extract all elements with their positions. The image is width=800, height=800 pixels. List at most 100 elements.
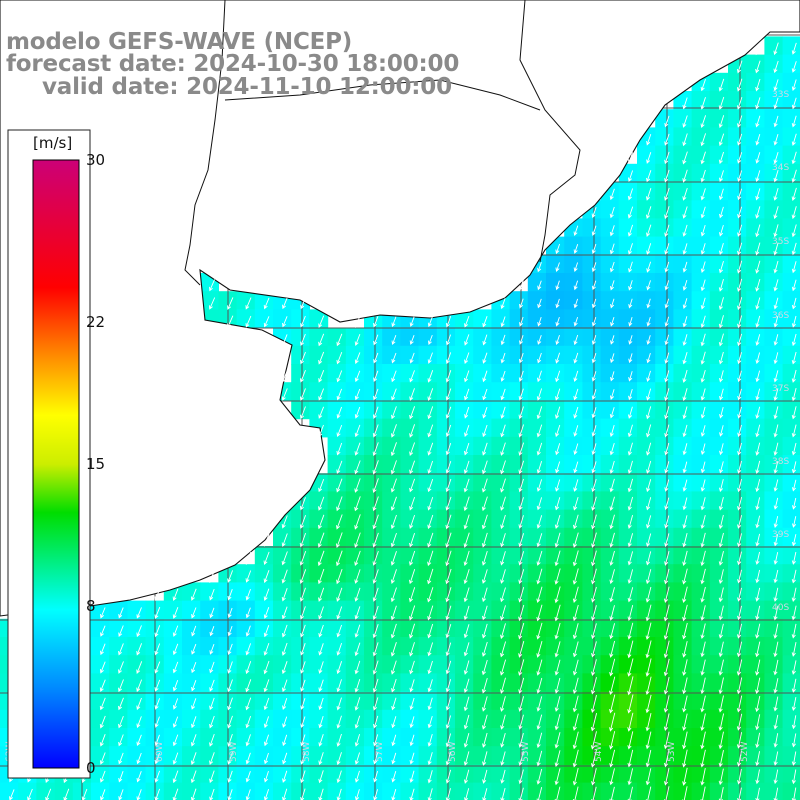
wind-arrow [627, 424, 633, 438]
wind-arrow [791, 551, 797, 565]
wind-arrow [646, 442, 652, 456]
wind-arrow [518, 622, 525, 640]
wind-arrow [136, 661, 143, 674]
wind-cell [418, 546, 438, 565]
wind-arrow [500, 714, 506, 730]
wind-cell [782, 491, 800, 511]
wind-arrow [755, 133, 761, 146]
wind-arrow [445, 587, 452, 603]
wind-arrow [737, 605, 742, 621]
wind-cell [509, 564, 529, 583]
wind-arrow [537, 352, 542, 364]
wind-cell [655, 254, 674, 274]
wind-cell [582, 345, 602, 365]
wind-arrow [682, 497, 688, 511]
wind-cell [236, 600, 256, 620]
wind-arrow [263, 551, 270, 565]
wind-arrow [318, 388, 325, 401]
wind-cell [709, 309, 729, 329]
wind-arrow [755, 623, 761, 639]
wind-arrow [627, 749, 634, 768]
wind-cell [400, 728, 420, 747]
wind-arrow [500, 769, 506, 784]
wind-arrow [281, 388, 288, 401]
wind-arrow [227, 643, 233, 655]
wind-arrow [573, 316, 579, 327]
wind-arrow [464, 788, 470, 800]
wind-cell [400, 345, 420, 365]
wind-arrow [227, 733, 233, 747]
wind-arrow [718, 188, 724, 201]
wind-cell [473, 600, 492, 620]
wind-arrow [682, 406, 688, 420]
wind-cell [364, 673, 383, 693]
wind-arrow [263, 789, 270, 800]
wind-arrow [737, 515, 743, 529]
wind-cell [364, 637, 383, 656]
wind-cell [473, 509, 492, 529]
wind-cell [600, 273, 620, 292]
wind-arrow [409, 335, 415, 345]
wind-arrow [554, 550, 561, 567]
wind-cell [236, 709, 256, 729]
wind-arrow [737, 333, 743, 347]
wind-arrow [682, 351, 688, 365]
wind-cell [546, 746, 565, 765]
wind-arrow [482, 788, 488, 800]
wind-cell [582, 527, 602, 547]
wind-cell [509, 364, 529, 383]
wind-cell [327, 637, 347, 656]
wind-cell [418, 764, 438, 784]
wind-cell [709, 273, 729, 292]
wind-cell [637, 691, 656, 711]
wind-cell [746, 473, 765, 492]
wind-arrow [755, 78, 761, 92]
wind-arrow [627, 768, 634, 786]
longitude-label: 55W [521, 742, 531, 762]
longitude-label: 53W [667, 742, 677, 762]
wind-arrow [664, 388, 670, 402]
wind-arrow [646, 170, 652, 183]
wind-arrow [372, 478, 379, 493]
wind-arrow [354, 514, 361, 530]
wind-cell [163, 637, 183, 656]
wind-arrow [555, 424, 561, 438]
wind-arrow [99, 697, 106, 711]
wind-arrow [500, 732, 506, 748]
wind-cell [764, 182, 784, 201]
wind-arrow [445, 697, 452, 711]
wind-arrow [390, 623, 397, 639]
wind-cell [564, 764, 583, 784]
wind-cell [673, 182, 693, 201]
wind-arrow [336, 788, 342, 800]
wind-cell [491, 764, 511, 784]
wind-arrow [354, 770, 360, 783]
wind-cell [509, 491, 529, 511]
wind-cell [746, 236, 765, 256]
wind-cell [764, 782, 784, 800]
wind-cell [691, 728, 711, 747]
wind-arrow [445, 568, 452, 585]
wind-arrow [372, 605, 379, 621]
wind-arrow [536, 604, 543, 622]
wind-arrow [664, 461, 670, 474]
wind-arrow [791, 461, 797, 474]
wind-arrow [682, 461, 688, 474]
wind-cell [200, 655, 219, 674]
wind-arrow [646, 152, 652, 164]
wind-cell [655, 218, 674, 238]
wind-cell [345, 364, 365, 383]
wind-arrow [481, 587, 488, 603]
wind-arrow [263, 533, 270, 547]
wind-arrow [591, 768, 597, 786]
wind-arrow [318, 661, 324, 674]
wind-arrow [573, 443, 579, 456]
wind-cell [782, 418, 800, 438]
wind-cell [364, 418, 383, 438]
wind-arrow [463, 514, 470, 530]
wind-cell [400, 418, 420, 438]
wind-cell [600, 637, 620, 656]
wind-arrow [336, 587, 343, 602]
wind-cell [764, 36, 784, 56]
wind-arrow [791, 605, 797, 621]
